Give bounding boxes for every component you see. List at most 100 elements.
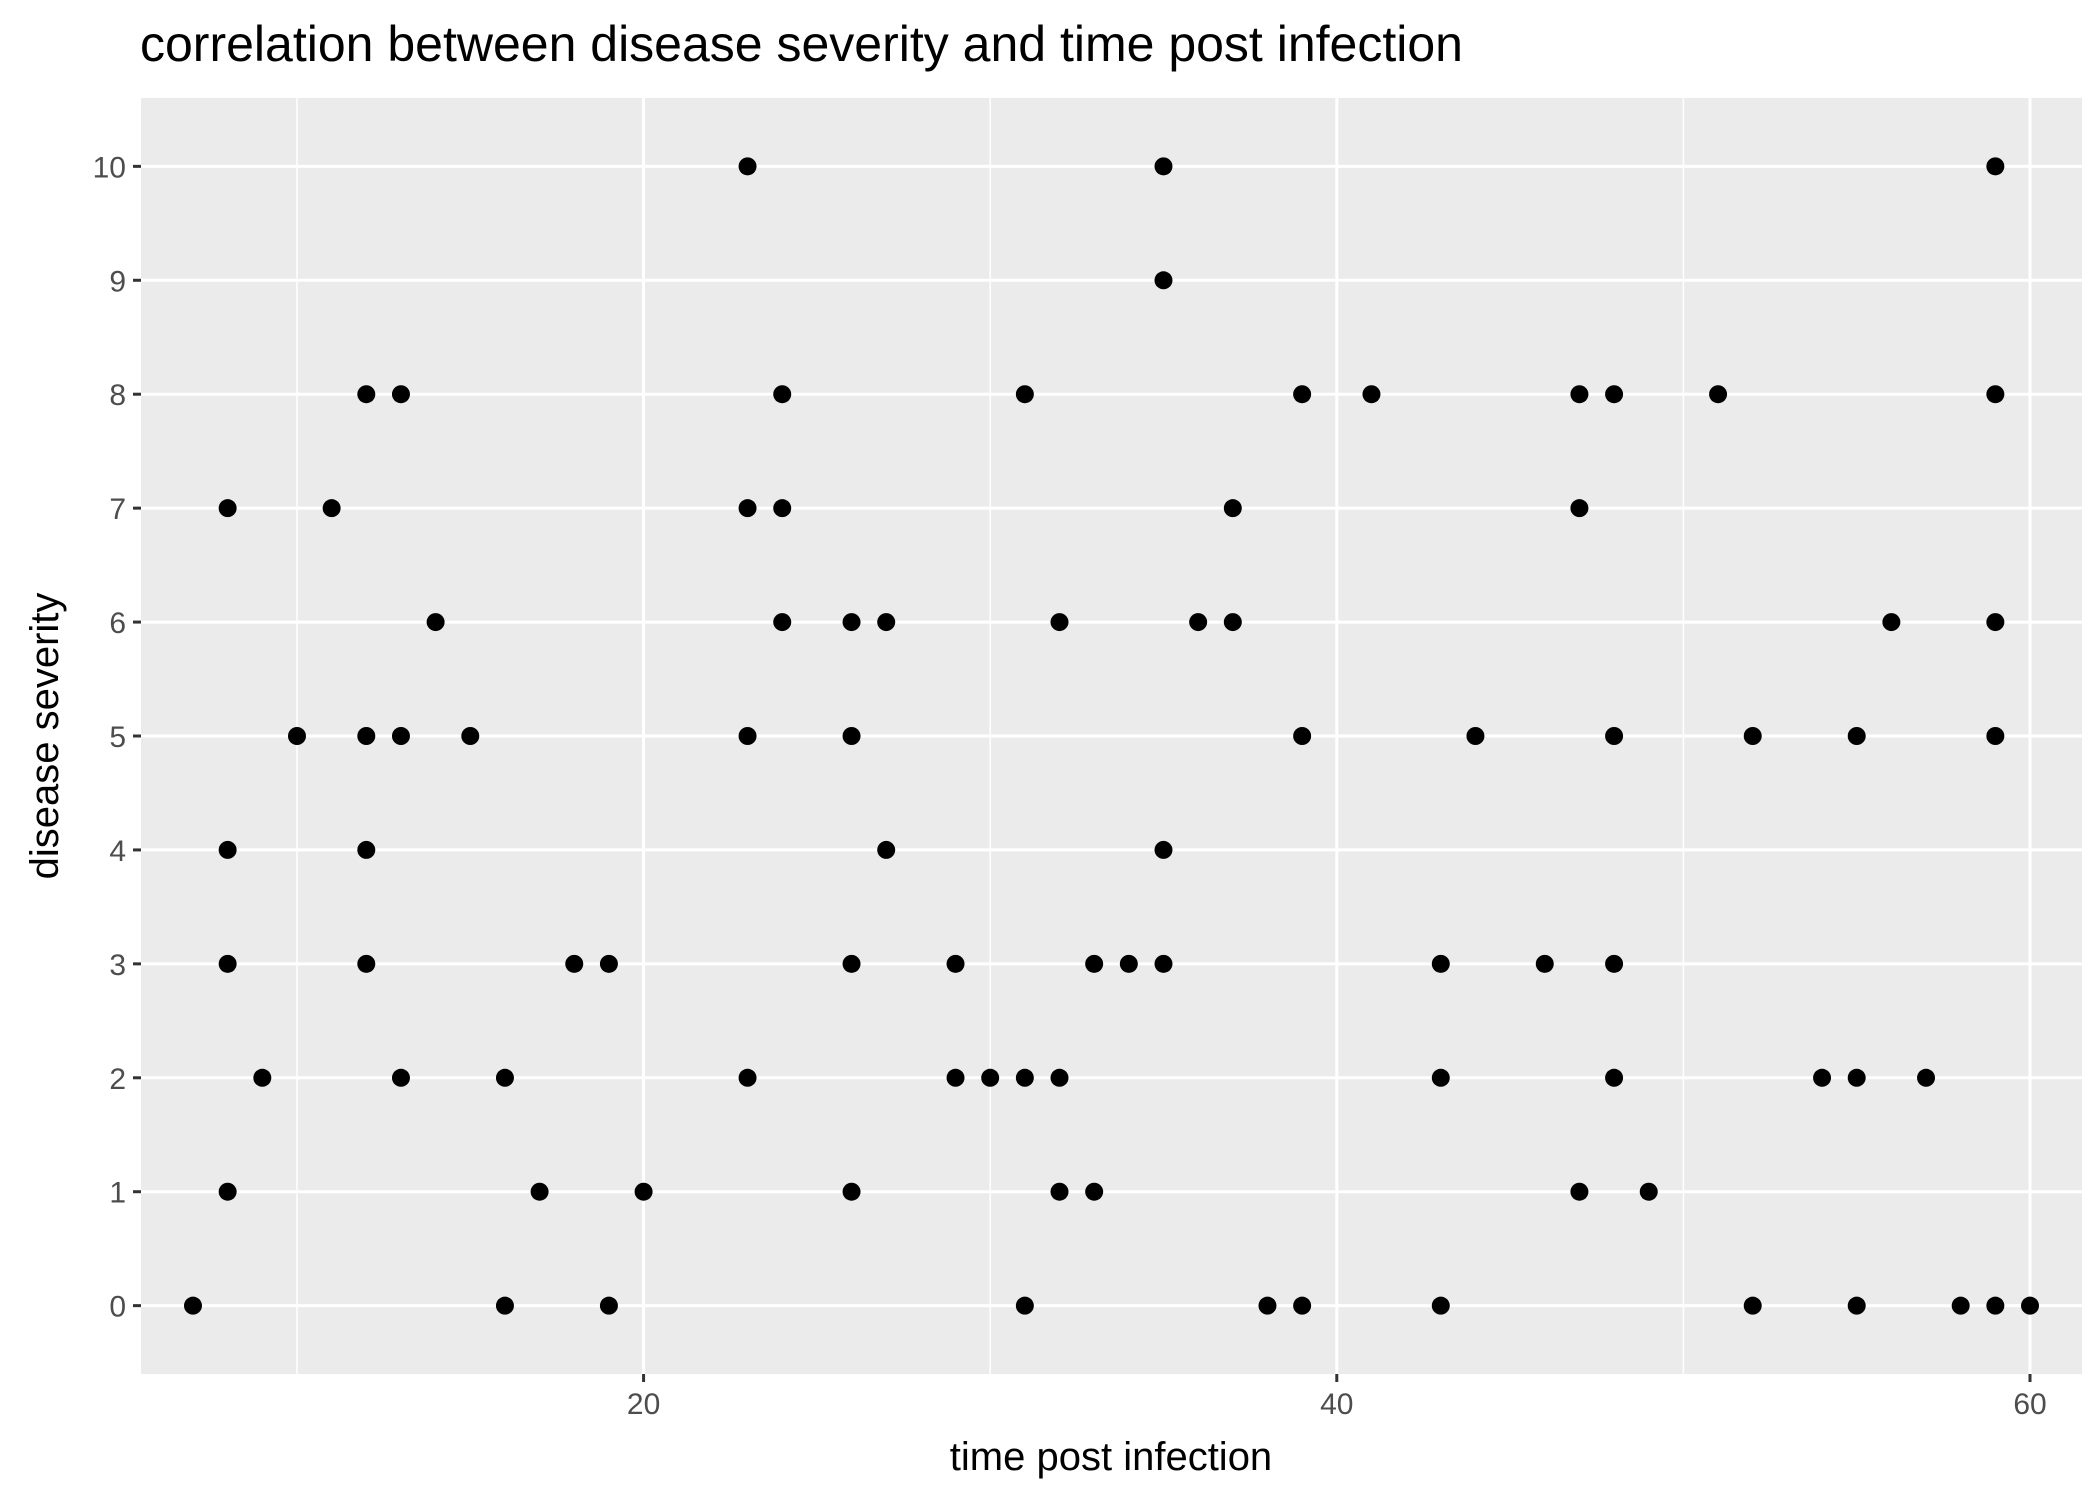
data-point <box>2021 1296 2040 1315</box>
data-point <box>1847 1068 1866 1087</box>
data-point <box>1605 727 1624 745</box>
data-point <box>1293 385 1312 404</box>
y-axis-label: disease severity <box>23 593 67 880</box>
data-point <box>1015 1296 1034 1315</box>
data-point <box>1847 727 1866 745</box>
data-point <box>461 727 480 745</box>
data-point <box>391 727 410 745</box>
data-point <box>1154 271 1173 290</box>
data-point <box>773 385 792 404</box>
data-point <box>1605 954 1624 973</box>
data-point <box>1085 1182 1104 1201</box>
data-point <box>495 1068 514 1087</box>
data-point <box>1535 954 1554 973</box>
data-points <box>183 157 2040 1315</box>
y-tick-label: 5 <box>109 721 126 754</box>
data-point <box>1258 1296 1277 1315</box>
data-point <box>1223 499 1242 518</box>
y-tick-label: 10 <box>93 151 126 184</box>
data-point <box>1570 385 1589 404</box>
data-point <box>218 499 237 518</box>
data-point <box>1154 157 1173 176</box>
x-tick-label: 40 <box>1320 1388 1353 1421</box>
data-point <box>322 499 341 518</box>
y-tick-label: 7 <box>109 493 126 526</box>
data-point <box>426 613 445 632</box>
data-point <box>634 1182 653 1201</box>
data-point <box>1986 157 2005 176</box>
data-point <box>1050 1182 1069 1201</box>
data-point <box>1986 1296 2005 1315</box>
data-point <box>1015 1068 1034 1087</box>
data-point <box>1293 1296 1312 1315</box>
data-point <box>1293 727 1312 745</box>
data-point <box>218 840 237 859</box>
data-point <box>391 1068 410 1087</box>
data-point <box>1189 613 1208 632</box>
data-point <box>1431 1068 1450 1087</box>
data-point <box>1085 954 1104 973</box>
data-point <box>218 954 237 973</box>
data-point <box>1570 499 1589 518</box>
y-tick-label: 8 <box>109 379 126 412</box>
data-point <box>357 840 376 859</box>
data-point <box>877 840 896 859</box>
data-point <box>599 954 618 973</box>
y-tick-label: 0 <box>109 1291 126 1324</box>
y-tick-label: 4 <box>109 835 126 868</box>
major-gridlines <box>141 98 2082 1374</box>
data-point <box>357 385 376 404</box>
x-tick-label: 60 <box>2013 1388 2046 1421</box>
data-point <box>842 613 861 632</box>
x-axis-ticks: 20 40 60 <box>627 1374 2047 1421</box>
x-axis-label: time post infection <box>950 1435 1272 1479</box>
data-point <box>738 157 757 176</box>
data-point <box>1813 1068 1832 1087</box>
data-point <box>1431 954 1450 973</box>
data-point <box>218 1182 237 1201</box>
y-tick-label: 1 <box>109 1177 126 1210</box>
data-point <box>946 1068 965 1087</box>
data-point <box>1605 385 1624 404</box>
data-point <box>1743 727 1762 745</box>
data-point <box>530 1182 549 1201</box>
y-tick-label: 3 <box>109 949 126 982</box>
data-point <box>357 954 376 973</box>
data-point <box>1154 840 1173 859</box>
data-point <box>565 954 584 973</box>
y-tick-label: 6 <box>109 607 126 640</box>
data-point <box>253 1068 272 1087</box>
data-point <box>1154 954 1173 973</box>
data-point <box>391 385 410 404</box>
data-point <box>1709 385 1728 404</box>
data-point <box>842 1182 861 1201</box>
data-point <box>1050 613 1069 632</box>
data-point <box>1951 1296 1970 1315</box>
data-point <box>1050 1068 1069 1087</box>
data-point <box>1986 385 2005 404</box>
data-point <box>183 1296 202 1315</box>
data-point <box>1431 1296 1450 1315</box>
data-point <box>773 499 792 518</box>
data-point <box>1847 1296 1866 1315</box>
data-point <box>981 1068 1000 1087</box>
data-point <box>495 1296 514 1315</box>
data-point <box>842 727 861 745</box>
data-point <box>1639 1182 1658 1201</box>
data-point <box>1570 1182 1589 1201</box>
data-point <box>287 727 306 745</box>
data-point <box>842 954 861 973</box>
data-point <box>738 499 757 518</box>
data-point <box>1015 385 1034 404</box>
y-tick-label: 9 <box>109 265 126 298</box>
data-point <box>599 1296 618 1315</box>
data-point <box>1119 954 1138 973</box>
data-point <box>1986 727 2005 745</box>
data-point <box>1223 613 1242 632</box>
data-point <box>1362 385 1381 404</box>
chart-title: correlation between disease severity and… <box>140 16 1463 72</box>
data-point <box>738 727 757 745</box>
x-tick-label: 20 <box>627 1388 660 1421</box>
data-point <box>946 954 965 973</box>
